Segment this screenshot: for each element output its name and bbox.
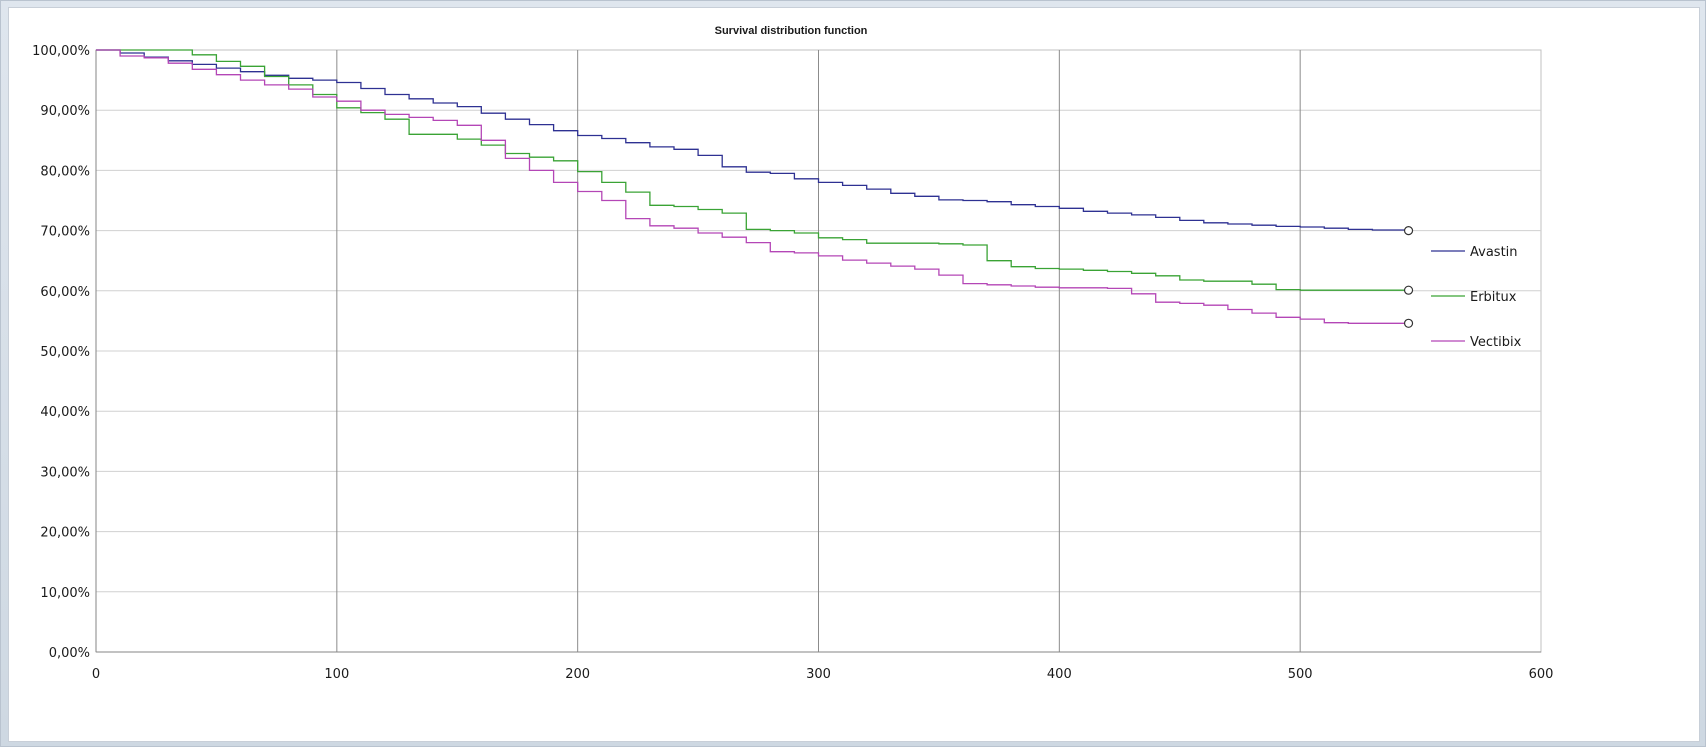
y-tick-label: 40,00% — [40, 405, 90, 420]
x-tick-label: 100 — [324, 667, 349, 682]
legend-label-avastin: Avastin — [1470, 245, 1518, 260]
y-tick-label: 80,00% — [40, 164, 90, 179]
y-tick-label: 10,00% — [40, 586, 90, 601]
series-line-erbitux — [96, 49, 1409, 291]
x-tick-label: 500 — [1288, 667, 1313, 682]
x-tick-label: 300 — [806, 667, 831, 682]
y-tick-label: 90,00% — [40, 104, 90, 119]
axes: 0,00% 10,00% 20,00% 30,00% 40,00% 50,00% 60,00… — [32, 44, 1553, 682]
x-tick-label: 0 — [92, 667, 100, 682]
grid-lines — [96, 50, 1541, 652]
legend: Avastin Erbitux Vectibix — [1431, 245, 1522, 350]
censor-marker-erbitux — [1403, 285, 1414, 295]
series-line-vectibix — [96, 49, 1409, 324]
y-tick-label: 20,00% — [40, 526, 90, 541]
censor-marker-avastin — [1403, 226, 1414, 236]
x-tick-label: 200 — [565, 667, 590, 682]
y-tick-label: 70,00% — [40, 225, 90, 240]
y-tick-label: 60,00% — [40, 285, 90, 300]
y-tick-label: 30,00% — [40, 465, 90, 480]
x-tick-label: 400 — [1047, 667, 1072, 682]
series-line-avastin — [96, 49, 1410, 231]
censor-marker-vectibix — [1403, 318, 1414, 328]
chart-title: Survival distribution function — [715, 25, 868, 37]
series-lines — [96, 49, 1414, 328]
y-tick-label: 100,00% — [32, 44, 90, 59]
y-tick-label: 0,00% — [49, 646, 90, 661]
y-tick-label: 50,00% — [40, 345, 90, 360]
legend-label-erbitux: Erbitux — [1470, 290, 1517, 305]
legend-label-vectibix: Vectibix — [1470, 335, 1522, 350]
x-tick-label: 600 — [1529, 667, 1554, 682]
